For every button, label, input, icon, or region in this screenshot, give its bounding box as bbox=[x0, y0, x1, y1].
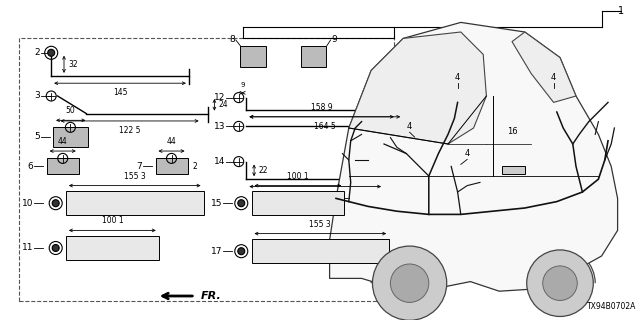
Text: 9: 9 bbox=[240, 82, 245, 88]
Text: 10: 10 bbox=[22, 199, 33, 208]
Text: 155 3: 155 3 bbox=[310, 220, 331, 228]
Text: 44: 44 bbox=[58, 137, 68, 146]
Text: 2: 2 bbox=[34, 48, 40, 57]
Circle shape bbox=[390, 264, 429, 302]
Text: 22: 22 bbox=[258, 166, 268, 175]
Text: 4: 4 bbox=[551, 73, 556, 82]
Text: 32: 32 bbox=[68, 60, 77, 69]
Circle shape bbox=[527, 250, 593, 316]
Circle shape bbox=[372, 246, 447, 320]
Text: 100 1: 100 1 bbox=[102, 216, 123, 225]
Bar bbox=[66, 191, 204, 215]
PathPatch shape bbox=[512, 32, 576, 102]
PathPatch shape bbox=[330, 22, 618, 291]
Text: 6: 6 bbox=[28, 162, 33, 171]
Circle shape bbox=[543, 266, 577, 300]
Circle shape bbox=[52, 244, 59, 252]
Circle shape bbox=[238, 200, 244, 207]
Text: 7: 7 bbox=[136, 162, 142, 171]
Text: 145: 145 bbox=[113, 88, 127, 97]
Bar bbox=[19, 38, 394, 301]
Circle shape bbox=[52, 200, 59, 207]
Text: 13: 13 bbox=[214, 122, 225, 131]
Circle shape bbox=[238, 248, 244, 255]
Text: 50: 50 bbox=[66, 106, 76, 115]
Text: 4: 4 bbox=[455, 73, 460, 82]
Text: 122 5: 122 5 bbox=[119, 126, 140, 135]
Text: 24: 24 bbox=[218, 100, 228, 109]
Text: 1: 1 bbox=[618, 6, 624, 16]
Text: 155 3: 155 3 bbox=[124, 172, 145, 180]
Bar bbox=[301, 46, 326, 67]
Text: 8: 8 bbox=[229, 36, 235, 44]
Text: 100 1: 100 1 bbox=[287, 172, 308, 180]
Circle shape bbox=[48, 49, 54, 56]
Text: 17: 17 bbox=[211, 247, 222, 256]
PathPatch shape bbox=[349, 32, 486, 144]
Text: FR.: FR. bbox=[200, 291, 221, 301]
Text: TX94B0702A: TX94B0702A bbox=[588, 302, 637, 311]
Bar bbox=[66, 236, 159, 260]
Bar bbox=[252, 191, 344, 215]
Bar bbox=[47, 158, 79, 174]
Bar bbox=[156, 158, 188, 174]
Text: 14: 14 bbox=[214, 157, 225, 166]
Text: 2: 2 bbox=[193, 162, 197, 171]
Text: 164 5: 164 5 bbox=[314, 122, 335, 131]
Text: 158 9: 158 9 bbox=[311, 103, 332, 112]
Text: 4: 4 bbox=[465, 149, 470, 158]
Text: 16: 16 bbox=[507, 127, 517, 136]
Text: 12: 12 bbox=[214, 93, 225, 102]
Text: 11: 11 bbox=[22, 244, 33, 252]
Text: 145: 145 bbox=[308, 192, 323, 201]
Bar bbox=[502, 166, 525, 174]
Text: 4: 4 bbox=[407, 122, 412, 131]
Bar bbox=[240, 46, 266, 67]
Text: 9: 9 bbox=[332, 36, 337, 44]
Bar bbox=[252, 239, 389, 263]
Text: 5: 5 bbox=[34, 132, 40, 141]
Bar bbox=[53, 127, 88, 147]
Text: 15: 15 bbox=[211, 199, 222, 208]
Text: 44: 44 bbox=[166, 137, 177, 146]
Text: 3: 3 bbox=[34, 92, 40, 100]
